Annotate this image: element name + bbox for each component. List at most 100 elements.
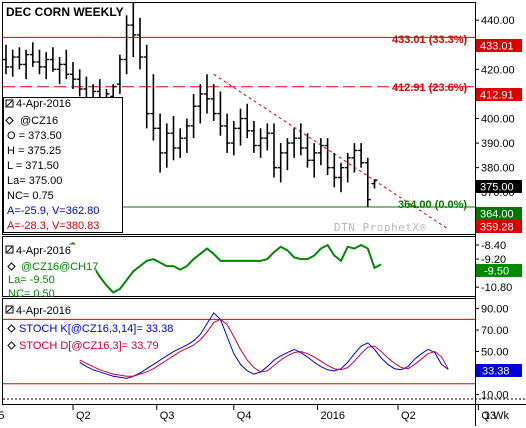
price-info-symbol: @CZ16 bbox=[20, 115, 58, 127]
level-label-364: 364.00 (0.0%) bbox=[398, 199, 467, 211]
ohlc-bar bbox=[317, 138, 324, 166]
ohlc-bar bbox=[130, 3, 137, 58]
svg-text:375.00: 375.00 bbox=[480, 182, 514, 194]
ohlc-bar bbox=[63, 49, 70, 80]
tag-last-price: 375.00 bbox=[476, 180, 522, 194]
stoch-k-label: STOCH K[@CZ16,3,14]= 33.38 bbox=[19, 323, 173, 335]
spread-last: La= -9.50 bbox=[8, 274, 55, 286]
price-info-open: O = 373.50 bbox=[7, 130, 62, 142]
price-tick-label: 420.00 bbox=[481, 64, 515, 76]
stoch-k-line bbox=[79, 312, 449, 379]
ohlc-bar bbox=[163, 123, 170, 168]
ohlc-bar bbox=[324, 138, 331, 176]
stoch-tick-label: 50.00 bbox=[481, 347, 509, 359]
stoch-tick-label: 70.00 bbox=[481, 325, 509, 337]
ohlc-bar bbox=[344, 152, 351, 183]
price-info-high: H = 375.25 bbox=[7, 145, 61, 157]
price-info-box: 4-Apr-2016 @CZ16 O = 373.50 H = 375.25 L… bbox=[3, 97, 123, 233]
spread-net-change: NC= 0.50 bbox=[8, 288, 55, 300]
tag-412: 412.91 bbox=[476, 88, 522, 102]
time-tick-label: Q3 bbox=[160, 410, 175, 422]
tag-433: 433.01 bbox=[476, 39, 522, 53]
spread-symbol: @CZ16@CH17 bbox=[21, 261, 98, 273]
ohlc-bar bbox=[291, 128, 298, 158]
spread-tick-label: -8.40 bbox=[481, 240, 506, 252]
interval-label[interactable]: 1 Wk bbox=[484, 410, 510, 422]
diamond-icon bbox=[5, 116, 14, 125]
ohlc-bar bbox=[70, 61, 76, 90]
spread-date: 4-Apr-2016 bbox=[16, 245, 71, 257]
price-info-a-red: A=-28.3, V=380.83 bbox=[7, 220, 99, 232]
watermark: DTN ProphetX® bbox=[334, 221, 427, 234]
ohlc-bar bbox=[271, 123, 277, 178]
tag-stoch-k: 33.38 bbox=[476, 364, 522, 378]
ohlc-bar bbox=[43, 52, 50, 80]
ohlc-bar bbox=[224, 113, 231, 153]
ohlc-bar bbox=[170, 116, 177, 161]
ohlc-bar bbox=[49, 47, 56, 72]
time-tick-label: Q3 bbox=[481, 410, 496, 422]
ohlc-bar bbox=[331, 152, 338, 188]
ohlc-bar bbox=[76, 69, 83, 97]
price-info-net-change: NC= 0.75 bbox=[7, 190, 54, 202]
spread-tick-label: -9.20 bbox=[481, 254, 506, 266]
ohlc-bar bbox=[123, 15, 130, 75]
stoch-d-label: STOCH D[@CZ16,3]= 33.79 bbox=[19, 340, 159, 352]
ohlc-bar bbox=[197, 84, 204, 124]
svg-text:433.01: 433.01 bbox=[480, 41, 514, 53]
spread-tick-label: -10.80 bbox=[481, 282, 512, 294]
svg-text:33.38: 33.38 bbox=[482, 366, 510, 378]
stoch-date: 4-Apr-2016 bbox=[16, 305, 71, 317]
svg-text:364.00: 364.00 bbox=[480, 209, 514, 221]
price-info-a-blue: A=-25.9, V=362.80 bbox=[7, 205, 99, 217]
ohlc-bar bbox=[237, 108, 244, 146]
svg-text:359.28: 359.28 bbox=[480, 222, 514, 234]
ohlc-bar bbox=[250, 120, 257, 153]
ohlc-bar bbox=[230, 120, 237, 156]
svg-text:412.91: 412.91 bbox=[480, 90, 514, 102]
ohlc-bar bbox=[23, 49, 30, 80]
ohlc-bar bbox=[244, 103, 251, 139]
level-label-433: 433.01 (33.3%) bbox=[392, 34, 468, 46]
ohlc-bar bbox=[150, 74, 157, 141]
ohlc-bar bbox=[371, 179, 378, 189]
ohlc-bar bbox=[217, 91, 224, 136]
ohlc-bar bbox=[157, 113, 164, 173]
time-tick-label: Q4 bbox=[237, 410, 252, 422]
ohlc-bar bbox=[204, 74, 210, 114]
diamond-icon bbox=[7, 262, 16, 271]
ohlc-bar bbox=[177, 128, 184, 158]
ohlc-bar bbox=[304, 133, 311, 168]
ohlc-bar bbox=[9, 49, 16, 77]
tag-364: 364.00 bbox=[476, 207, 522, 221]
ohlc-bar bbox=[284, 138, 291, 171]
ohlc-bar bbox=[358, 143, 365, 168]
price-info-last: La= 375.00 bbox=[7, 175, 62, 187]
ohlc-bar bbox=[143, 44, 150, 129]
ohlc-bar bbox=[137, 17, 143, 70]
svg-text:-9.50: -9.50 bbox=[484, 266, 509, 278]
ohlc-bar bbox=[56, 57, 63, 85]
spread-legend: 4-Apr-2016 @CZ16@CH17 La= -9.50 NC= 0.50 bbox=[3, 244, 98, 300]
ohlc-bar bbox=[277, 143, 284, 183]
time-tick-label: Q2 bbox=[401, 410, 416, 422]
ohlc-bar bbox=[264, 123, 271, 151]
diamond-icon bbox=[7, 341, 16, 350]
price-tick-label: 440.00 bbox=[481, 15, 515, 27]
ohlc-bar bbox=[16, 47, 23, 70]
ohlc-bar bbox=[29, 42, 36, 67]
chart-title: DEC CORN WEEKLY bbox=[6, 5, 124, 19]
diamond-icon bbox=[7, 324, 16, 333]
ohlc-bar bbox=[183, 118, 190, 153]
time-tick-label: Q2 bbox=[76, 410, 91, 422]
stoch-tick-label: 90.00 bbox=[481, 304, 509, 316]
time-tick-label: 2016 bbox=[321, 410, 345, 422]
ohlc-bar bbox=[311, 143, 318, 178]
price-tick-label: 390.00 bbox=[481, 138, 515, 150]
price-info-low: L = 371.50 bbox=[7, 160, 59, 172]
ohlc-bar bbox=[351, 143, 358, 173]
ohlc-bar bbox=[338, 162, 344, 193]
ohlc-bar bbox=[190, 93, 197, 139]
stoch-d-line bbox=[79, 318, 449, 377]
